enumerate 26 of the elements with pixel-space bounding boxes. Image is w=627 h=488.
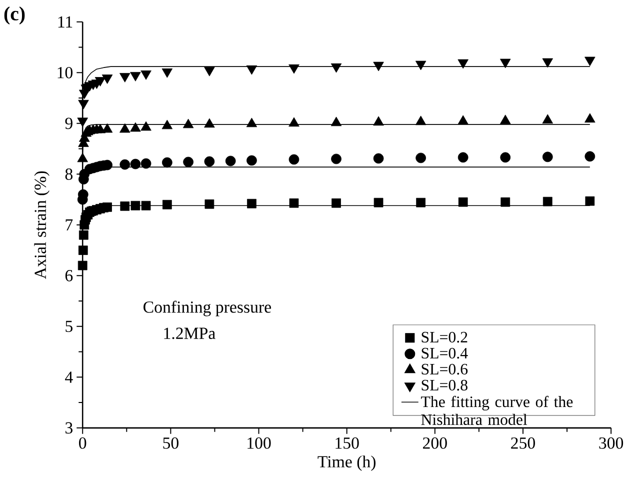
annotation: 1.2MPa <box>164 328 216 340</box>
x-axis-title: Time (h) <box>318 456 376 472</box>
legend-label: SL=0.2 <box>422 332 468 343</box>
legend-label: SL=0.4 <box>422 348 468 359</box>
y-tick-label: 11 <box>58 16 72 28</box>
y-tick-label: 8 <box>65 168 72 180</box>
legend-label: The fitting curve of the Nishihara model <box>421 396 573 426</box>
x-tick-label: 150 <box>336 438 359 449</box>
y-tick-label: 4 <box>65 372 73 383</box>
annotation: Confining pressure <box>144 300 271 316</box>
y-tick-label: 7 <box>66 220 73 231</box>
y-tick-label: 6 <box>65 270 73 282</box>
legend-label: SL=0.6 <box>422 364 468 375</box>
x-tick-label: 300 <box>599 438 624 449</box>
x-tick-label: 100 <box>248 438 271 449</box>
text: (c) <box>4 6 25 25</box>
y-tick-label: 10 <box>58 67 72 79</box>
x-tick-label: 200 <box>423 438 447 449</box>
y-tick-label: 9 <box>65 118 72 130</box>
legend-label: SL=0.8 <box>422 380 468 391</box>
y-tick-label: 3 <box>66 422 72 434</box>
y-tick-label: 5 <box>66 320 72 332</box>
y-axis-title: Axial strain (%) <box>34 172 50 280</box>
x-tick-label: 0 <box>79 438 86 449</box>
x-tick-label: 50 <box>163 438 178 449</box>
x-tick-label: 250 <box>511 438 535 449</box>
